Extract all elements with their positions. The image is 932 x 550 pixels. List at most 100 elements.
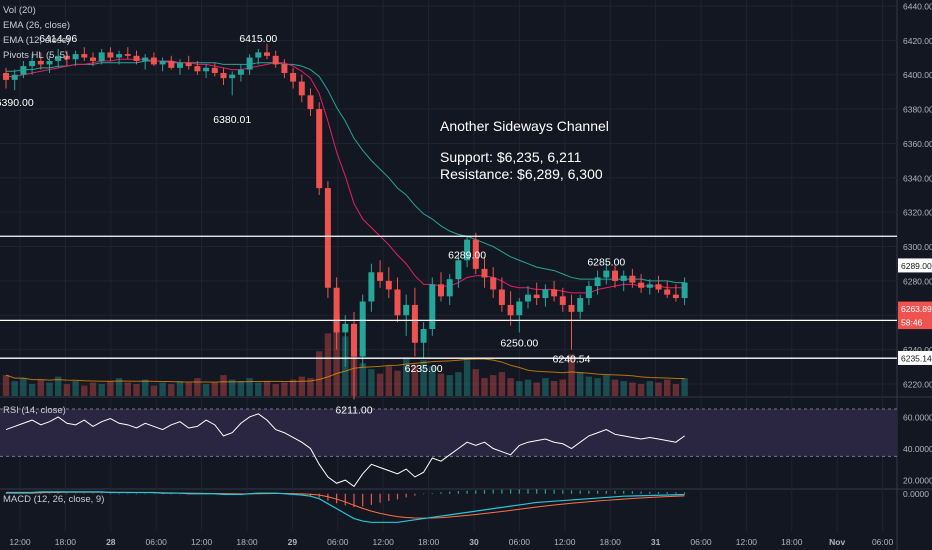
candle-body[interactable] (464, 239, 471, 261)
candle-body[interactable] (272, 55, 279, 65)
candle-body[interactable] (568, 304, 575, 312)
candle-body[interactable] (551, 289, 558, 297)
candles[interactable] (3, 43, 688, 400)
candle-body[interactable] (107, 52, 114, 58)
pivot-label: 6250.00 (500, 337, 538, 349)
candle-body[interactable] (585, 286, 592, 299)
candle-body[interactable] (72, 54, 79, 60)
candle-body[interactable] (237, 69, 244, 75)
candle-body[interactable] (55, 55, 62, 61)
candle-body[interactable] (46, 60, 53, 65)
volume-bar (681, 378, 688, 396)
annotation-support: Support: $6,235, 6,211 (440, 149, 582, 165)
price-labels: 6289.00 6263.89 58:46 6235.14 (898, 258, 932, 365)
candle-body[interactable] (577, 298, 584, 312)
candle-body[interactable] (116, 54, 123, 58)
candle-body[interactable] (3, 73, 9, 80)
candle-body[interactable] (646, 284, 653, 288)
candle-body[interactable] (533, 294, 540, 299)
volume-bar (629, 382, 636, 396)
candle-body[interactable] (455, 260, 462, 280)
candle-body[interactable] (516, 301, 523, 316)
candle-body[interactable] (420, 328, 427, 343)
candle-body[interactable] (385, 280, 392, 290)
candle-body[interactable] (368, 272, 375, 302)
candle-body[interactable] (403, 304, 410, 316)
candle-body[interactable] (298, 81, 305, 96)
candle-body[interactable] (11, 74, 18, 80)
candle-body[interactable] (472, 239, 479, 269)
legend-rsi[interactable]: RSI (14, close) (3, 405, 66, 416)
candle-body[interactable] (446, 279, 453, 297)
candle-body[interactable] (612, 270, 618, 281)
legend-ema12[interactable]: EMA (12, close) (3, 35, 71, 46)
candle-body[interactable] (307, 95, 314, 110)
candle-body[interactable] (211, 67, 218, 74)
legend-vol[interactable]: Vol (20) (3, 5, 36, 16)
price-tick-label: 6320.00 (903, 208, 932, 218)
volume-bar (298, 376, 305, 396)
candle-body[interactable] (124, 54, 131, 56)
candle-body[interactable] (20, 66, 27, 75)
candle-body[interactable] (664, 289, 671, 295)
candle-body[interactable] (150, 57, 157, 65)
candle-body[interactable] (81, 54, 88, 58)
candle-body[interactable] (638, 282, 645, 288)
candle-body[interactable] (246, 57, 253, 70)
volume-bar (646, 381, 653, 396)
candle-body[interactable] (359, 301, 366, 357)
candle-body[interactable] (142, 57, 149, 61)
candle-body[interactable] (411, 304, 418, 343)
candle-body[interactable] (655, 284, 662, 290)
candle-body[interactable] (333, 287, 340, 333)
candle-body[interactable] (98, 52, 105, 61)
candle-body[interactable] (629, 275, 636, 283)
candle-body[interactable] (481, 268, 488, 278)
candle-body[interactable] (377, 272, 384, 281)
candle-body[interactable] (255, 52, 262, 58)
legend-macd[interactable]: MACD (12, 26, close, 9) (3, 494, 105, 505)
candle-body[interactable] (37, 60, 44, 65)
candle-body[interactable] (498, 289, 505, 305)
candle-body[interactable] (525, 294, 531, 302)
candle-body[interactable] (351, 323, 357, 357)
candle-body[interactable] (194, 66, 201, 72)
candle-body[interactable] (290, 73, 297, 82)
candle-body[interactable] (185, 62, 192, 67)
candle-body[interactable] (672, 294, 679, 299)
volume-bar (115, 378, 123, 396)
candle-body[interactable] (133, 55, 140, 61)
macd-histogram-bar (379, 493, 381, 503)
candle-body[interactable] (394, 289, 401, 316)
candle-body[interactable] (159, 60, 166, 65)
candle-body[interactable] (438, 284, 444, 297)
candle-body[interactable] (264, 52, 270, 56)
candle-body[interactable] (429, 284, 436, 329)
candle-body[interactable] (220, 73, 227, 79)
candle-body[interactable] (203, 67, 210, 72)
candle-body[interactable] (63, 55, 70, 60)
candle-body[interactable] (594, 277, 601, 287)
legend-ema26[interactable]: EMA (26, close) (3, 20, 71, 31)
candle-body[interactable] (281, 64, 288, 74)
candle-body[interactable] (90, 57, 96, 61)
horizontal-levels[interactable] (0, 235, 897, 359)
candle-body[interactable] (681, 282, 688, 299)
macd-histogram-bar (336, 493, 338, 504)
candle-body[interactable] (29, 60, 36, 67)
candle-body[interactable] (342, 323, 349, 333)
legend-pivots[interactable]: Pivots HL (5, 5) (3, 50, 69, 61)
candle-body[interactable] (620, 275, 627, 281)
candle-body[interactable] (507, 304, 514, 316)
candle-body[interactable] (229, 74, 236, 79)
candle-body[interactable] (324, 188, 331, 288)
candle-body[interactable] (490, 277, 497, 290)
candle-body[interactable] (316, 109, 323, 189)
candle-body[interactable] (168, 60, 175, 68)
candle-body[interactable] (177, 62, 183, 68)
candle-body[interactable] (603, 270, 610, 278)
candle-body[interactable] (542, 289, 549, 299)
candle-body[interactable] (559, 296, 566, 305)
